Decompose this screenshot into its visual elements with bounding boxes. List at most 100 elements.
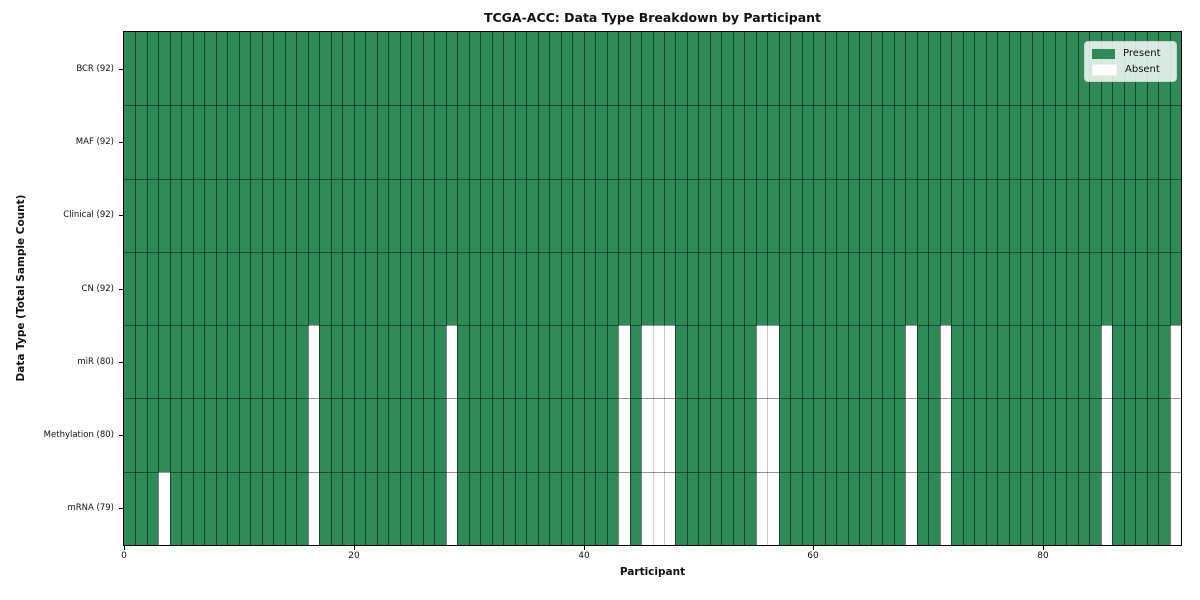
heatmap-cell bbox=[721, 398, 733, 472]
heatmap-cell bbox=[457, 252, 469, 325]
heatmap-cell bbox=[905, 179, 917, 252]
heatmap-cell bbox=[469, 32, 480, 105]
heatmap-cell bbox=[790, 472, 802, 545]
heatmap-cell bbox=[354, 105, 365, 179]
heatmap-cell bbox=[354, 325, 365, 398]
heatmap-cell bbox=[193, 179, 204, 252]
y-tick-mark bbox=[119, 508, 123, 509]
heatmap-cell bbox=[584, 179, 595, 252]
heatmap-cell bbox=[227, 105, 239, 179]
heatmap-cell bbox=[940, 179, 951, 252]
heatmap-cell bbox=[492, 32, 503, 105]
heatmap-cell bbox=[561, 32, 572, 105]
heatmap-cell bbox=[216, 105, 227, 179]
heatmap-cell bbox=[986, 32, 997, 105]
heatmap-cell bbox=[572, 32, 584, 105]
heatmap-cell bbox=[446, 398, 457, 472]
x-tick-mark bbox=[584, 546, 585, 550]
row-divider-line bbox=[124, 472, 1181, 473]
heatmap-cell bbox=[342, 105, 354, 179]
heatmap-cell bbox=[1009, 325, 1020, 398]
heatmap-cell bbox=[1055, 398, 1066, 472]
heatmap-cell bbox=[744, 325, 756, 398]
heatmap-cell bbox=[963, 472, 974, 545]
heatmap-cell bbox=[400, 472, 411, 545]
heatmap-cell bbox=[894, 472, 905, 545]
heatmap-cell bbox=[641, 179, 653, 252]
heatmap-cell bbox=[526, 325, 538, 398]
heatmap-cell bbox=[170, 179, 181, 252]
heatmap-cell bbox=[779, 325, 790, 398]
heatmap-cell bbox=[147, 252, 158, 325]
heatmap-cell bbox=[158, 105, 170, 179]
heatmap-cell bbox=[595, 398, 607, 472]
heatmap-cell bbox=[813, 32, 825, 105]
heatmap-cell bbox=[595, 252, 607, 325]
heatmap-cell bbox=[630, 32, 641, 105]
heatmap-cell bbox=[285, 105, 296, 179]
heatmap-cell bbox=[618, 325, 630, 398]
heatmap-cell bbox=[894, 105, 905, 179]
heatmap-cell bbox=[411, 32, 423, 105]
heatmap-cell bbox=[124, 252, 135, 325]
heatmap-cell bbox=[1066, 105, 1078, 179]
heatmap-cell bbox=[653, 252, 664, 325]
heatmap-cell bbox=[997, 252, 1009, 325]
heatmap-cell bbox=[1078, 325, 1089, 398]
heatmap-cell bbox=[756, 252, 767, 325]
heatmap-cell bbox=[974, 325, 986, 398]
heatmap-cell bbox=[342, 325, 354, 398]
heatmap-cell bbox=[733, 179, 744, 252]
heatmap-cell bbox=[802, 179, 813, 252]
heatmap-cell bbox=[641, 325, 653, 398]
y-tick-label: MAF (92) bbox=[75, 137, 114, 147]
heatmap-cell bbox=[813, 398, 825, 472]
heatmap-cell bbox=[595, 179, 607, 252]
legend-entry-present: Present bbox=[1092, 48, 1169, 60]
heatmap-cell bbox=[584, 252, 595, 325]
heatmap-cell bbox=[687, 105, 698, 179]
heatmap-cell bbox=[687, 32, 698, 105]
heatmap-cell bbox=[928, 252, 940, 325]
heatmap-cell bbox=[262, 398, 273, 472]
heatmap-cell bbox=[664, 325, 675, 398]
y-tick-label: Clinical (92) bbox=[63, 210, 114, 220]
heatmap-cell bbox=[905, 252, 917, 325]
heatmap-cell bbox=[928, 398, 940, 472]
heatmap-cell bbox=[584, 472, 595, 545]
heatmap-cell bbox=[135, 252, 147, 325]
heatmap-cell bbox=[331, 472, 342, 545]
heatmap-cell bbox=[744, 105, 756, 179]
heatmap-cell bbox=[434, 179, 446, 252]
y-tick-mark bbox=[119, 215, 123, 216]
heatmap-cell bbox=[250, 325, 262, 398]
heatmap-cell bbox=[515, 32, 526, 105]
heatmap-cell bbox=[802, 32, 813, 105]
heatmap-cell bbox=[1043, 252, 1055, 325]
heatmap-cell bbox=[170, 472, 181, 545]
heatmap-cell bbox=[308, 105, 319, 179]
heatmap-cell bbox=[434, 252, 446, 325]
heatmap-cell bbox=[802, 105, 813, 179]
heatmap-cell bbox=[986, 252, 997, 325]
heatmap-cell bbox=[997, 398, 1009, 472]
heatmap-cell bbox=[928, 325, 940, 398]
heatmap-cell bbox=[308, 179, 319, 252]
heatmap-cell bbox=[216, 398, 227, 472]
heatmap-cell bbox=[331, 398, 342, 472]
heatmap-cell bbox=[859, 325, 871, 398]
heatmap-cell bbox=[802, 252, 813, 325]
heatmap-cell bbox=[630, 105, 641, 179]
y-tick-label: miR (80) bbox=[77, 357, 114, 367]
heatmap-cell bbox=[779, 398, 790, 472]
heatmap-cell bbox=[549, 398, 561, 472]
heatmap-cell bbox=[296, 325, 308, 398]
heatmap-cell bbox=[698, 32, 710, 105]
heatmap-cell bbox=[825, 252, 836, 325]
heatmap-cell bbox=[561, 472, 572, 545]
y-axis-label: Data Type (Total Sample Count) bbox=[15, 194, 27, 382]
heatmap-cell bbox=[204, 472, 216, 545]
row-divider-line bbox=[124, 105, 1181, 106]
heatmap-cell bbox=[653, 32, 664, 105]
heatmap-cell bbox=[653, 325, 664, 398]
